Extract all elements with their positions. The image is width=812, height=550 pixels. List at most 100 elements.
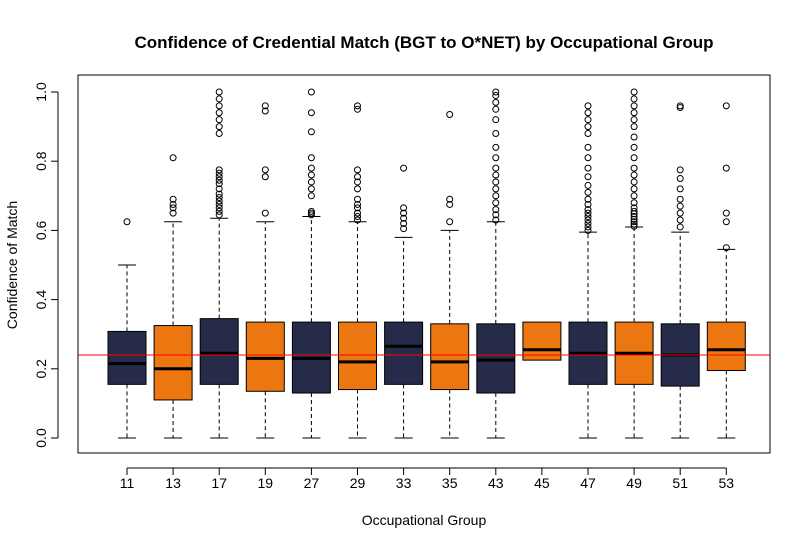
outlier-point [722, 164, 730, 172]
outlier-point [630, 218, 638, 226]
outlier-point [630, 207, 638, 215]
outlier-point [584, 130, 592, 138]
outlier-point [215, 173, 223, 181]
outlier-point [215, 200, 223, 208]
outlier-point [630, 123, 638, 131]
box-53 [706, 321, 746, 372]
box-33 [384, 321, 424, 385]
outlier-point [215, 116, 223, 124]
outlier-point [584, 195, 592, 203]
outlier-point [261, 107, 269, 115]
outlier-point [400, 209, 408, 217]
outlier-point [584, 200, 592, 208]
outlier-point [676, 209, 684, 217]
outlier-point [584, 219, 592, 227]
outlier-point [584, 123, 592, 131]
outlier-point [630, 143, 638, 151]
outlier-point [215, 123, 223, 131]
x-tick-label: 35 [442, 475, 458, 491]
outlier-point [630, 192, 638, 200]
x-tick-label: 19 [258, 475, 274, 491]
x-axis-label: Occupational Group [362, 512, 487, 528]
outlier-point [169, 200, 177, 208]
outlier-point [307, 154, 315, 162]
outlier-point [215, 204, 223, 212]
outlier-point [630, 171, 638, 179]
outlier-point [722, 218, 730, 226]
outlier-point [676, 175, 684, 182]
outlier-point [215, 176, 223, 184]
outlier-point [354, 195, 361, 203]
y-tick-label: 0.6 [33, 220, 49, 240]
outlier-point [722, 244, 730, 252]
outlier-point [492, 199, 500, 207]
box-43 [476, 323, 516, 394]
outlier-point [261, 166, 269, 174]
x-tick-label: 33 [396, 475, 412, 491]
outlier-point [492, 171, 500, 179]
outlier-point [307, 128, 315, 136]
box-19 [245, 321, 285, 392]
box-11 [107, 330, 147, 385]
outlier-point [169, 209, 177, 217]
outlier-point [215, 166, 223, 174]
outlier-point [676, 223, 684, 231]
outlier-point [215, 95, 223, 103]
outlier-point [630, 109, 638, 117]
x-tick-label: 27 [304, 475, 320, 491]
x-tick-label: 11 [120, 475, 135, 491]
outlier-point [676, 185, 684, 193]
outlier-point [215, 109, 223, 117]
box-29 [338, 321, 377, 391]
x-tick-label: 13 [165, 475, 181, 491]
outlier-point [400, 164, 408, 172]
outlier-point [584, 206, 592, 214]
y-axis-label: Confidence of Match [4, 201, 20, 329]
outlier-point [630, 95, 638, 103]
x-tick-label: 29 [350, 475, 366, 491]
outlier-point [676, 195, 684, 203]
outlier-point [215, 180, 223, 188]
y-tick-label: 1.0 [33, 82, 49, 102]
outlier-point [169, 195, 177, 203]
outlier-point [215, 130, 223, 138]
outlier-point [492, 154, 500, 162]
outlier-point [354, 204, 361, 212]
outlier-point [446, 110, 454, 118]
outlier-point [630, 88, 638, 96]
outlier-point [584, 216, 592, 224]
outlier-point [630, 199, 638, 207]
outlier-point [354, 213, 361, 221]
outlier-point [492, 178, 500, 186]
box-45 [522, 321, 562, 361]
outlier-point [630, 220, 638, 228]
x-tick-label: 49 [626, 475, 642, 491]
y-tick-label: 0.0 [33, 428, 49, 448]
outlier-point [630, 222, 638, 230]
outlier-point [630, 204, 638, 212]
outlier-point [492, 185, 500, 193]
outlier-point [446, 218, 454, 226]
y-tick-label: 0.8 [33, 151, 49, 171]
outlier-point [354, 105, 361, 113]
outlier-point [307, 185, 315, 193]
box-17 [199, 318, 239, 385]
outlier-point [215, 207, 223, 215]
outlier-point [676, 166, 684, 174]
outlier-point [354, 173, 361, 181]
outlier-point [722, 102, 730, 110]
outlier-point [630, 213, 638, 221]
outlier-point [215, 194, 223, 202]
outlier-point [215, 211, 223, 219]
outlier-point [169, 154, 177, 162]
outlier-point [584, 209, 592, 217]
outlier-point [215, 102, 223, 110]
outlier-point [307, 88, 315, 96]
outlier-point [400, 219, 408, 227]
x-tick-label: 51 [672, 475, 688, 491]
outlier-point [630, 116, 638, 124]
outlier-point [354, 102, 361, 110]
outlier-point [584, 223, 592, 231]
outlier-point [676, 102, 684, 110]
